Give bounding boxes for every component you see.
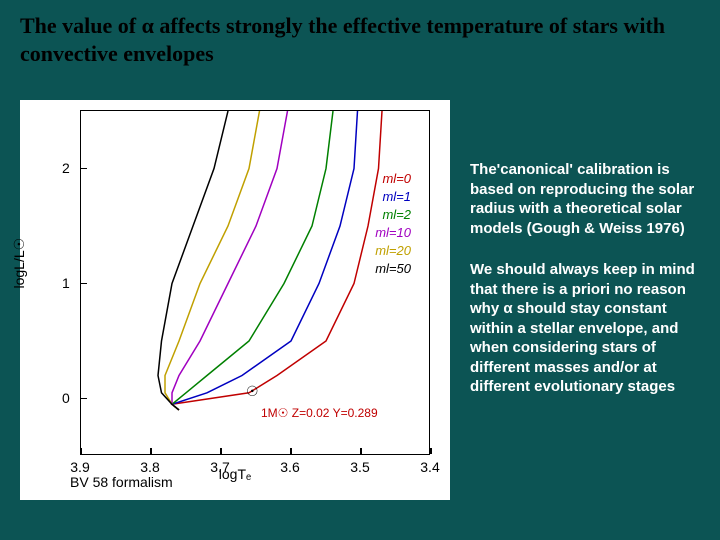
series-1 bbox=[172, 111, 358, 410]
star-annotation: 1M☉ Z=0.02 Y=0.289 bbox=[261, 406, 378, 420]
legend-item-0: ml=0 bbox=[382, 171, 411, 186]
x-tick-label-3: 3.6 bbox=[280, 459, 299, 475]
y-axis-label: logL/L☉ bbox=[11, 238, 28, 289]
chart-panel: ☉ 1M☉ Z=0.02 Y=0.289 ml=0 ml=1 ml=2 ml=10 ml… bbox=[20, 100, 450, 500]
x-tick bbox=[430, 448, 432, 454]
y-tick-label-1: 1 bbox=[62, 275, 156, 291]
series-4 bbox=[165, 111, 260, 410]
legend-item-4: ml=20 bbox=[375, 243, 411, 258]
series-2 bbox=[172, 111, 333, 410]
chart-caption: BV 58 formalism bbox=[70, 474, 173, 490]
series-0 bbox=[172, 111, 382, 410]
sidebar-text: The'canonical' calibration is based on r… bbox=[470, 160, 700, 397]
x-tick bbox=[150, 448, 152, 454]
sun-marker: ☉ bbox=[246, 383, 259, 400]
legend-item-3: ml=10 bbox=[375, 225, 411, 240]
legend-item-5: ml=50 bbox=[375, 261, 411, 276]
legend-item-1: ml=1 bbox=[382, 189, 411, 204]
x-tick-label-1: 3.8 bbox=[140, 459, 159, 475]
y-tick-label-0: 0 bbox=[62, 390, 156, 406]
x-tick bbox=[220, 448, 222, 454]
y-tick-label-2: 2 bbox=[62, 160, 156, 176]
x-tick-label-0: 3.9 bbox=[70, 459, 89, 475]
x-tick bbox=[360, 448, 362, 454]
legend-item-2: ml=2 bbox=[382, 207, 411, 222]
sidebar-para-1: The'canonical' calibration is based on r… bbox=[470, 160, 700, 238]
x-tick-label-5: 3.4 bbox=[420, 459, 439, 475]
x-tick-label-4: 3.5 bbox=[350, 459, 369, 475]
x-tick bbox=[290, 448, 292, 454]
x-tick bbox=[80, 448, 82, 454]
x-tick-label-2: 3.7 bbox=[210, 459, 229, 475]
slide-title: The value of α affects strongly the effe… bbox=[20, 12, 700, 67]
series-3 bbox=[172, 111, 288, 410]
sidebar-para-2: We should always keep in mind that there… bbox=[470, 260, 700, 397]
